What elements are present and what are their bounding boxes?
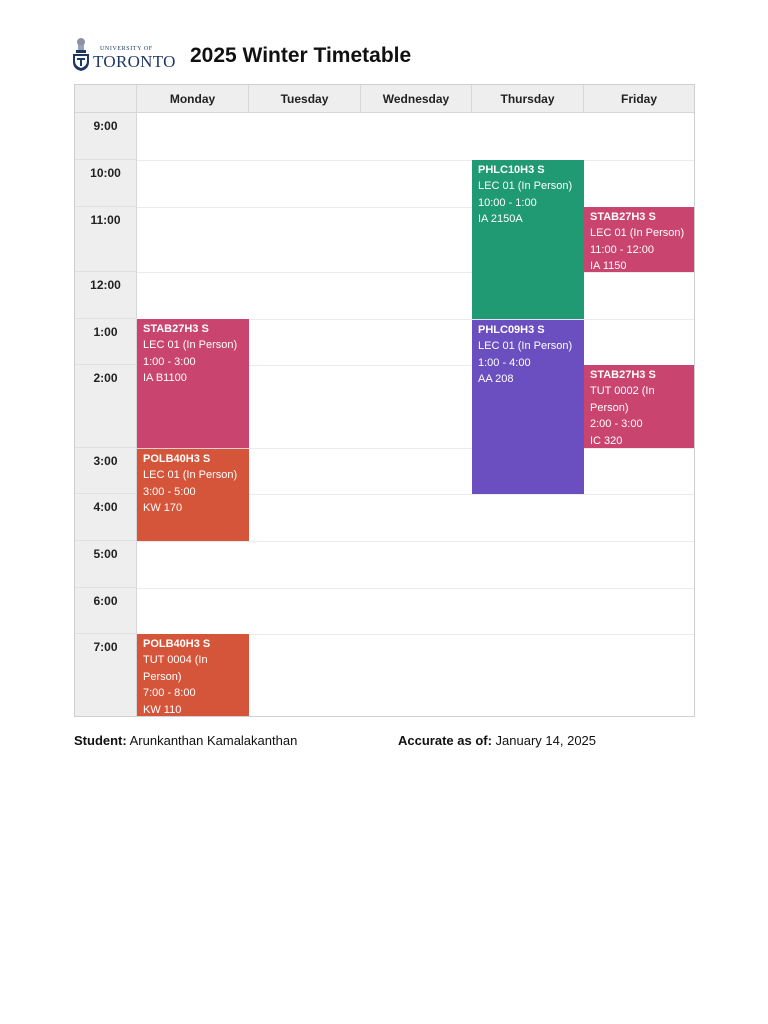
- time-label: 1:00: [75, 319, 137, 365]
- course-code: STAB27H3 S: [143, 323, 209, 335]
- course-block-polb40-tut[interactable]: POLB40H3 S TUT 0004 (In Person) 7:00 - 8…: [137, 634, 249, 716]
- course-time: 7:00 - 8:00: [143, 687, 196, 700]
- accurate-label: Accurate as of:: [398, 733, 492, 748]
- time-label: 4:00: [75, 494, 137, 541]
- course-section: TUT 0004 (In Person): [143, 654, 208, 683]
- course-section: LEC 01 (In Person): [478, 340, 573, 353]
- course-section: LEC 01 (In Person): [143, 469, 238, 482]
- course-code: STAB27H3 S: [590, 369, 656, 381]
- course-time: 3:00 - 5:00: [143, 485, 196, 498]
- course-section: LEC 01 (In Person): [478, 180, 573, 193]
- student-label: Student:: [74, 733, 127, 748]
- course-section: LEC 01 (In Person): [143, 339, 238, 352]
- row-divider: [137, 634, 694, 635]
- course-room: KW 170: [143, 502, 183, 515]
- logo-line-1: UNIVERSITY OF: [100, 46, 153, 52]
- course-room: IA B1100: [143, 372, 187, 385]
- student-name: Arunkanthan Kamalakanthan: [129, 733, 298, 748]
- row-divider: [137, 448, 694, 449]
- time-label: 11:00: [75, 207, 137, 272]
- course-code: POLB40H3 S: [143, 638, 211, 650]
- course-section: LEC 01 (In Person): [590, 227, 685, 240]
- course-block-polb40-lec[interactable]: POLB40H3 S LEC 01 (In Person) 3:00 - 5:0…: [137, 448, 249, 541]
- page-title: 2025 Winter Timetable: [190, 44, 412, 67]
- day-header-friday: Friday: [584, 85, 694, 113]
- row-divider: [137, 365, 694, 366]
- course-block-stab27-tut[interactable]: STAB27H3 S TUT 0002 (In Person) 2:00 - 3…: [584, 365, 694, 448]
- course-code: STAB27H3 S: [590, 211, 656, 223]
- day-header-monday: Monday: [137, 85, 249, 113]
- course-code: PHLC10H3 S: [478, 164, 545, 176]
- course-time: 11:00 - 12:00: [590, 243, 655, 256]
- accurate-date: January 14, 2025: [495, 733, 597, 748]
- row-divider: [137, 160, 694, 161]
- header-corner: [75, 85, 137, 113]
- accuracy-info: Accurate as of: January 14, 2025: [398, 733, 596, 748]
- row-divider: [137, 272, 694, 273]
- course-room: IA 1150: [590, 260, 627, 272]
- course-code: POLB40H3 S: [143, 453, 211, 465]
- course-block-stab27-lec-friday[interactable]: STAB27H3 S LEC 01 (In Person) 11:00 - 12…: [584, 207, 694, 272]
- time-label: 10:00: [75, 160, 137, 207]
- time-label: 3:00: [75, 448, 137, 494]
- row-divider: [137, 494, 694, 495]
- day-header-thursday: Thursday: [472, 85, 584, 113]
- day-header-tuesday: Tuesday: [249, 85, 361, 113]
- time-label: 2:00: [75, 365, 137, 448]
- row-divider: [137, 319, 694, 320]
- course-section: TUT 0002 (In Person): [590, 385, 655, 414]
- course-time: 1:00 - 4:00: [478, 356, 531, 369]
- course-block-stab27-lec[interactable]: STAB27H3 S LEC 01 (In Person) 1:00 - 3:0…: [137, 319, 249, 448]
- course-time: 1:00 - 3:00: [143, 355, 196, 368]
- row-divider: [137, 588, 694, 589]
- course-room: KW 110: [143, 703, 182, 716]
- university-logo: UNIVERSITY OF TORONTO: [72, 36, 175, 74]
- time-label: 6:00: [75, 588, 137, 634]
- course-block-phlc09-lec[interactable]: PHLC09H3 S LEC 01 (In Person) 1:00 - 4:0…: [472, 319, 584, 494]
- time-label: 7:00: [75, 634, 137, 716]
- course-block-phlc10-lec[interactable]: PHLC10H3 S LEC 01 (In Person) 10:00 - 1:…: [472, 160, 584, 319]
- row-divider: [137, 541, 694, 542]
- course-room: IC 320: [590, 434, 623, 447]
- student-info: Student: Arunkanthan Kamalakanthan: [74, 733, 297, 748]
- university-crest-icon: [73, 38, 89, 71]
- timetable-grid: Monday Tuesday Wednesday Thursday Friday…: [74, 84, 695, 717]
- row-divider: [137, 207, 694, 208]
- course-code: PHLC09H3 S: [478, 324, 545, 336]
- course-time: 2:00 - 3:00: [590, 418, 643, 431]
- logo-line-2: TORONTO: [93, 52, 176, 71]
- day-header-wednesday: Wednesday: [361, 85, 472, 113]
- course-room: AA 208: [478, 373, 514, 386]
- time-label: 12:00: [75, 272, 137, 319]
- course-room: IA 2150A: [478, 213, 523, 226]
- time-label: 5:00: [75, 541, 137, 588]
- course-time: 10:00 - 1:00: [478, 196, 537, 209]
- time-label: 9:00: [75, 113, 137, 160]
